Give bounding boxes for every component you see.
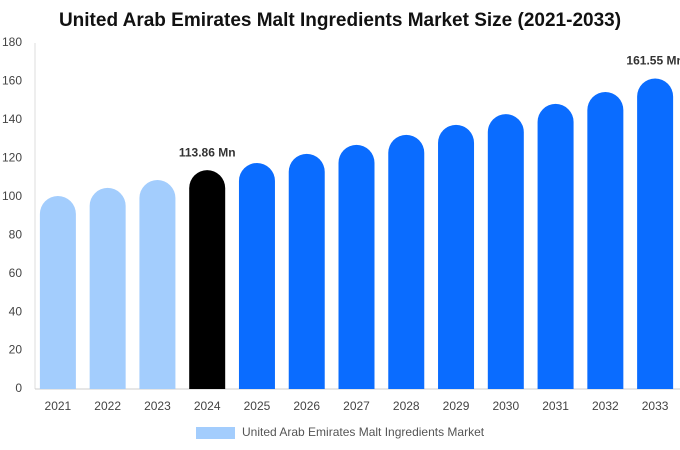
legend-swatch <box>196 427 235 439</box>
bar <box>537 103 574 389</box>
bar <box>338 144 375 389</box>
bar <box>89 187 126 389</box>
x-tick-label: 2022 <box>94 399 121 413</box>
y-tick-label: 40 <box>9 304 23 318</box>
x-tick-label: 2023 <box>144 399 171 413</box>
x-tick-label: 2025 <box>244 399 271 413</box>
bar <box>438 124 475 390</box>
y-tick-label: 140 <box>2 112 22 126</box>
bar <box>388 134 425 389</box>
x-tick-label: 2029 <box>443 399 470 413</box>
x-tick-label: 2028 <box>393 399 420 413</box>
y-tick-label: 60 <box>9 266 23 280</box>
x-tick-label: 2032 <box>592 399 619 413</box>
y-tick-label: 160 <box>2 74 22 88</box>
y-tick-label: 0 <box>15 381 22 395</box>
y-tick-label: 20 <box>9 343 23 357</box>
bar <box>288 153 325 389</box>
bar <box>637 78 674 389</box>
chart-title: United Arab Emirates Malt Ingredients Ma… <box>59 10 621 31</box>
y-tick-label: 100 <box>2 189 22 203</box>
bar <box>487 114 524 389</box>
y-tick-label: 120 <box>2 151 22 165</box>
x-tick-label: 2021 <box>45 399 72 413</box>
data-label: 161.55 Mn <box>626 54 680 68</box>
bar <box>238 162 275 389</box>
x-tick-label: 2027 <box>343 399 370 413</box>
x-tick-label: 2026 <box>293 399 320 413</box>
y-tick-label: 180 <box>2 35 22 49</box>
bar <box>189 170 226 389</box>
bar <box>587 92 624 390</box>
x-tick-label: 2030 <box>492 399 519 413</box>
legend-label: United Arab Emirates Malt Ingredients Ma… <box>242 425 485 439</box>
y-tick-label: 80 <box>9 227 23 241</box>
x-tick-label: 2031 <box>542 399 569 413</box>
bar <box>39 196 76 389</box>
x-tick-label: 2033 <box>642 399 669 413</box>
data-label: 113.86 Mn <box>179 145 236 159</box>
x-tick-label: 2024 <box>194 399 221 413</box>
bar <box>139 180 176 389</box>
